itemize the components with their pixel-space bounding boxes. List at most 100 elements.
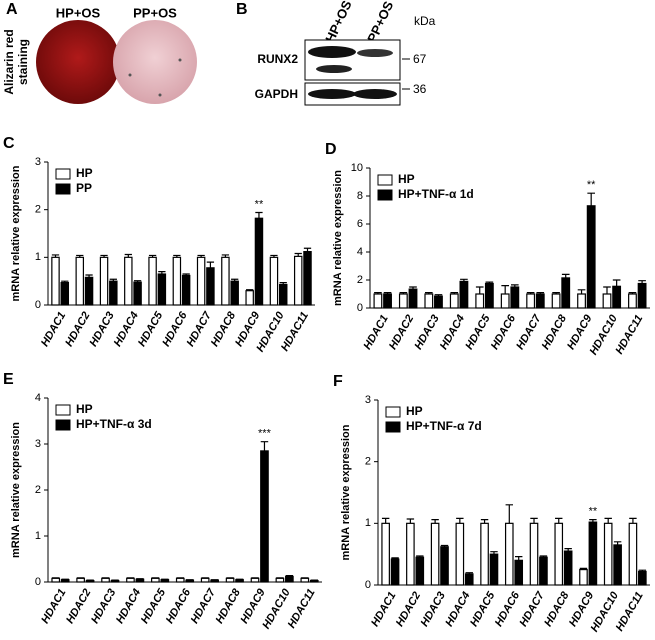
bar [381,522,390,586]
bar [406,522,415,586]
bar [637,282,647,309]
bar [200,577,210,583]
error-bar [409,286,417,290]
legend-label: HP [398,172,415,186]
bar [225,577,235,583]
axis-title: mRNA relative expression [10,422,22,558]
bar [510,286,520,309]
bar [539,556,548,586]
error-bar [294,252,302,257]
y-tick-label: 6 [357,218,363,230]
bar [250,577,260,583]
bar [489,553,499,586]
legend-swatch [385,406,401,418]
bar [148,256,157,306]
error-bar [270,254,278,258]
bar [157,273,167,306]
bar [60,579,70,583]
bar [398,293,408,309]
bar [561,277,571,309]
bar [245,290,254,306]
bar [101,577,110,583]
error-bar [374,292,382,294]
significance: ** [587,179,596,191]
error-bar [197,254,205,258]
y-tick-label: 0 [357,302,363,314]
bar [430,522,440,586]
error-bar [629,517,637,524]
condition-label: HP+OS [56,5,101,20]
error-bar [539,555,548,558]
bar [577,293,586,309]
bar [135,578,145,583]
bar [269,256,279,306]
bar [285,575,294,583]
panel-label: A [6,1,18,18]
bar [554,522,564,586]
bar [603,522,613,586]
y-tick-label: 0 [365,579,371,591]
y-tick-label: 2 [357,274,363,286]
bar [551,293,561,309]
axis-title: mRNA relative expression [332,170,344,306]
bar [235,579,244,583]
y-tick-label: 3 [365,394,371,406]
bar [500,293,510,309]
error-bar [133,280,142,283]
bar [390,558,400,586]
error-bar [51,254,60,258]
bar [109,280,118,306]
error-bar [416,555,424,558]
bar [133,281,142,306]
error-bar [148,254,157,258]
speck [128,73,132,77]
error-bar [475,286,484,294]
bar [504,522,514,586]
bar [579,568,588,586]
legend-swatch [55,168,71,180]
bar [76,577,85,583]
protein-label: GAPDH [255,87,298,101]
bar [185,579,195,583]
size-label: 36 [413,82,427,96]
bar [275,577,285,583]
legend-swatch [55,183,71,195]
bar [206,267,215,306]
bar [449,293,459,309]
panel-label: B [236,1,248,18]
y-tick-label: 3 [35,156,41,168]
error-bar [61,280,69,283]
error-bar [460,278,468,282]
error-bar [391,557,399,560]
legend-swatch [377,174,393,186]
bar [514,559,524,586]
bar [638,570,647,586]
y-tick-label: 1 [35,251,41,263]
y-tick-label: 1 [365,517,371,529]
error-bar [638,280,646,284]
legend-label: HP+TNF-α 3d [76,417,152,431]
error-bar [85,274,93,278]
bar [160,579,170,583]
bar [464,573,474,586]
y-tick-label: 3 [35,438,41,450]
error-bar [613,541,622,545]
legend-swatch [55,404,71,416]
error-bar [260,441,269,451]
error-bar [450,292,459,294]
lane-label: PP+OS [364,0,396,45]
protein-label: RUNX2 [257,52,298,66]
axis-title: mRNA relative expression [340,424,352,560]
bar [529,522,539,586]
error-bar [124,253,132,258]
legend-swatch [385,421,401,433]
stain-well [36,20,120,104]
error-bar [465,572,473,574]
y-tick-label: 2 [35,204,41,216]
bar [588,521,598,586]
band [357,49,393,57]
error-bar [480,519,489,524]
y-tick-label: 4 [35,392,41,404]
error-bar [440,544,449,547]
